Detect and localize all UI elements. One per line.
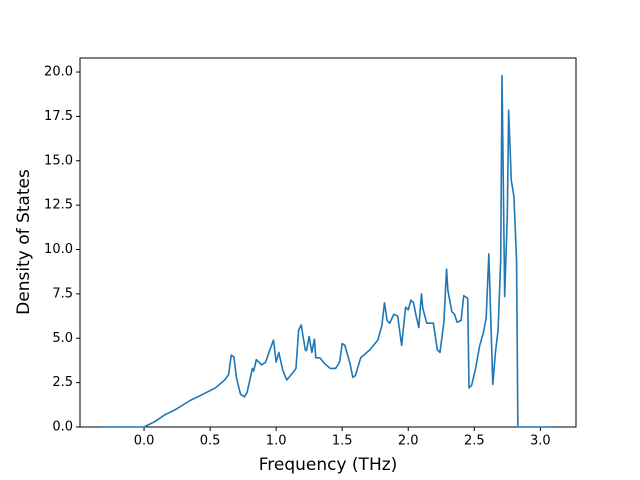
x-tick-label: 2.0 xyxy=(398,434,419,449)
y-tick-label: 2.5 xyxy=(52,375,73,390)
x-tick-label: 2.5 xyxy=(464,434,485,449)
y-tick-label: 10.0 xyxy=(44,242,73,257)
y-tick-label: 5.0 xyxy=(52,331,73,346)
x-tick-label: 3.0 xyxy=(530,434,551,449)
y-tick-label: 0.0 xyxy=(52,420,73,435)
x-tick-label: 0.5 xyxy=(200,434,221,449)
x-tick-label: 1.5 xyxy=(332,434,353,449)
y-tick-label: 20.0 xyxy=(44,65,73,80)
x-tick-label: 1.0 xyxy=(266,434,287,449)
y-tick-label: 15.0 xyxy=(44,153,73,168)
x-tick-label: 0.0 xyxy=(134,434,155,449)
plot-frame xyxy=(79,57,577,428)
line xyxy=(101,74,554,428)
y-axis-label: Density of States xyxy=(14,169,34,315)
y-tick-label: 17.5 xyxy=(44,109,73,124)
y-tick-label: 7.5 xyxy=(52,286,73,301)
x-axis-label: Frequency (THz) xyxy=(259,455,398,475)
y-tick-label: 12.5 xyxy=(44,198,73,213)
